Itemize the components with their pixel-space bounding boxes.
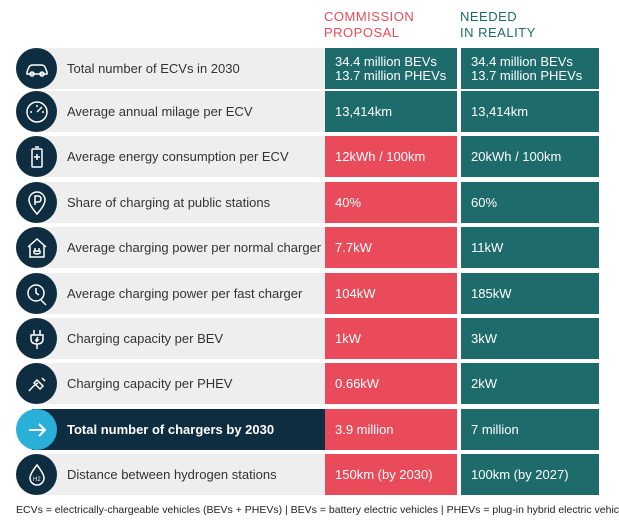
- table-row: Charging capacity per PHEV 0.66kW 2kW: [14, 363, 599, 404]
- fuel-plug-icon: [16, 363, 57, 404]
- row-label: Average energy consumption per ECV: [67, 149, 289, 164]
- commission-value: 3.9 million: [325, 409, 457, 450]
- speedometer-icon: [16, 91, 57, 132]
- commission-value: 1kW: [325, 318, 457, 359]
- table-row: Average charging power per normal charge…: [14, 227, 599, 268]
- commission-value: 34.4 million BEVs 13.7 million PHEVs: [325, 48, 457, 89]
- row-label: Charging capacity per BEV: [67, 331, 224, 346]
- needed-value: 13,414km: [461, 91, 599, 132]
- commission-value: 0.66kW: [325, 363, 457, 404]
- label-band: [32, 318, 338, 359]
- row-label: Average charging power per fast charger: [67, 286, 303, 301]
- commission-value: 12kWh / 100km: [325, 136, 457, 177]
- needed-value: 60%: [461, 182, 599, 223]
- arrow-right-icon: [16, 409, 57, 450]
- needed-value: 34.4 million BEVs 13.7 million PHEVs: [461, 48, 599, 89]
- row-label: Average charging power per normal charge…: [67, 240, 322, 255]
- label-band: [32, 454, 338, 495]
- needed-in-reality-header: NEEDED IN REALITY: [460, 9, 536, 40]
- label-band: [32, 48, 338, 89]
- label-band: [32, 182, 338, 223]
- row-label: Total number of ECVs in 2030: [67, 61, 240, 76]
- needed-value: 7 million: [461, 409, 599, 450]
- table-row: Average energy consumption per ECV 12kWh…: [14, 136, 599, 177]
- clock-plug-icon: [16, 273, 57, 314]
- table-row: Share of charging at public stations 40%…: [14, 182, 599, 223]
- needed-value: 2kW: [461, 363, 599, 404]
- table-row: Total number of ECVs in 2030 34.4 millio…: [14, 48, 599, 89]
- needed-value: 11kW: [461, 227, 599, 268]
- commission-value: 104kW: [325, 273, 457, 314]
- commission-value: 150km (by 2030): [325, 454, 457, 495]
- car-icon: [16, 48, 57, 89]
- table-row: Average annual milage per ECV 13,414km 1…: [14, 91, 599, 132]
- row-label: Average annual milage per ECV: [67, 104, 253, 119]
- commission-proposal-header: COMMISSION PROPOSAL: [324, 9, 415, 40]
- footnote: ECVs = electrically-chargeable vehicles …: [16, 504, 619, 516]
- row-label: Distance between hydrogen stations: [67, 467, 277, 482]
- needed-value: 100km (by 2027): [461, 454, 599, 495]
- commission-value: 40%: [325, 182, 457, 223]
- label-band: [32, 136, 338, 177]
- needed-value: 3kW: [461, 318, 599, 359]
- label-band: [32, 227, 338, 268]
- svg-text:H2: H2: [33, 477, 41, 483]
- label-band: [32, 409, 338, 450]
- row-label: Total number of chargers by 2030: [67, 422, 275, 437]
- plug-icon: [16, 318, 57, 359]
- parking-pin-icon: [16, 182, 57, 223]
- table-row: H2 Distance between hydrogen stations 15…: [14, 454, 599, 495]
- label-band: [32, 91, 338, 132]
- table-row: Charging capacity per BEV 1kW 3kW: [14, 318, 599, 359]
- row-label: Charging capacity per PHEV: [67, 376, 233, 391]
- home-plug-icon: [16, 227, 57, 268]
- label-band: [32, 273, 338, 314]
- battery-icon: [16, 136, 57, 177]
- hydrogen-drop-icon: H2: [16, 454, 57, 495]
- row-label: Share of charging at public stations: [67, 195, 271, 210]
- table-row-total: Total number of chargers by 2030 3.9 mil…: [14, 409, 599, 450]
- needed-value: 185kW: [461, 273, 599, 314]
- needed-value: 20kWh / 100km: [461, 136, 599, 177]
- table-row: Average charging power per fast charger …: [14, 273, 599, 314]
- label-band: [32, 363, 338, 404]
- commission-value: 7.7kW: [325, 227, 457, 268]
- commission-value: 13,414km: [325, 91, 457, 132]
